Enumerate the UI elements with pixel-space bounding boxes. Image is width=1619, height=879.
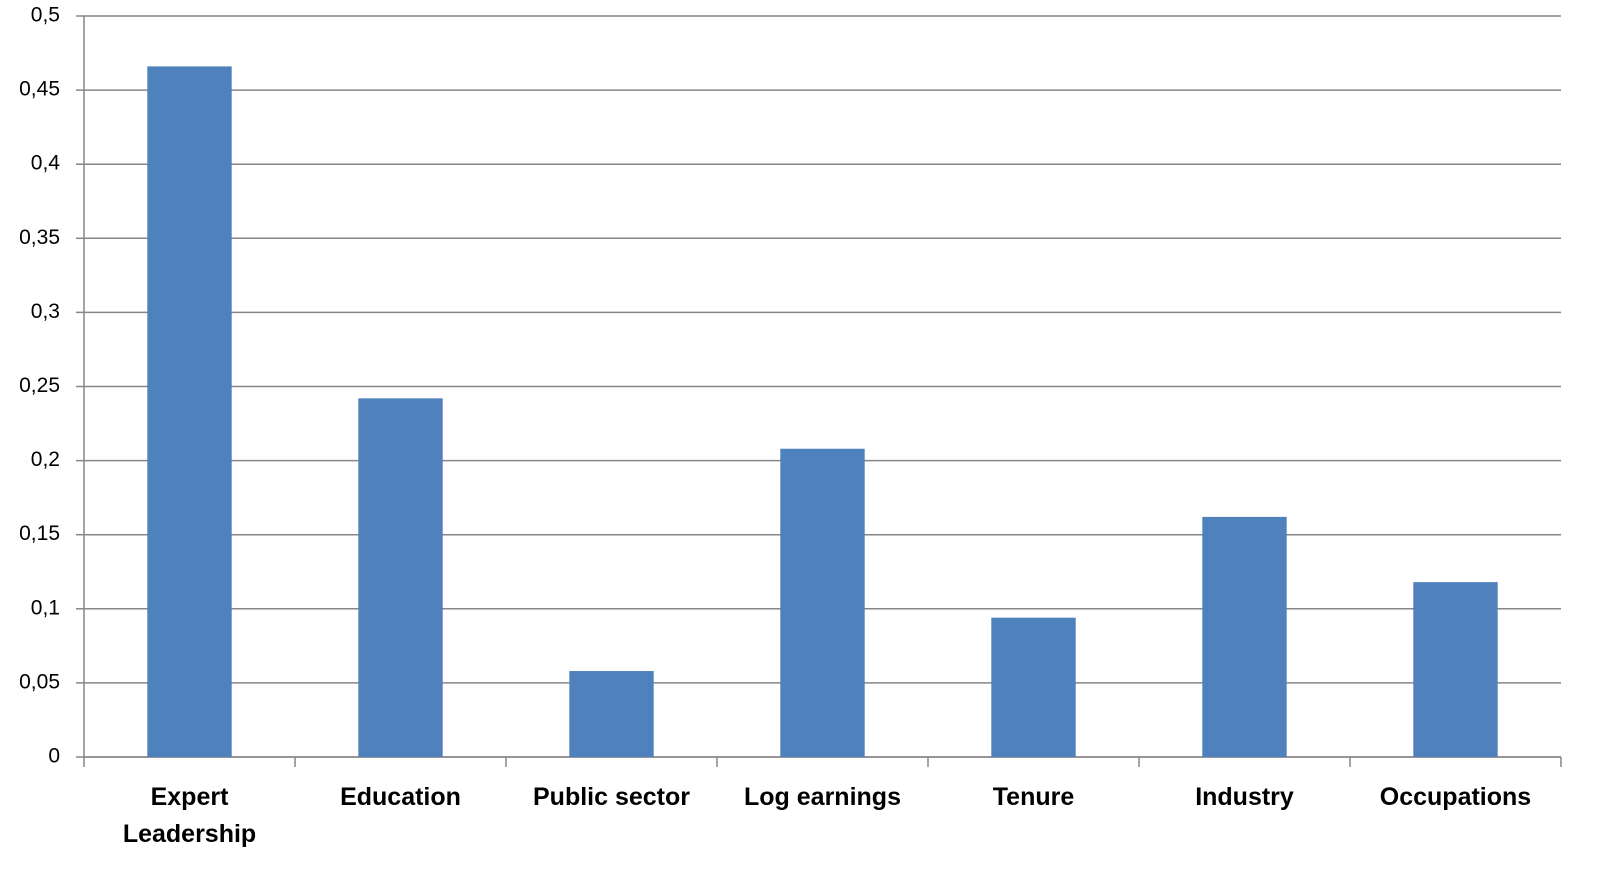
y-tick-label: 0,3	[31, 300, 60, 323]
y-tick-label: 0,05	[19, 670, 60, 693]
x-tick-label: Expert Leadership	[122, 783, 257, 848]
y-tick-label: 0,45	[19, 78, 60, 101]
bar	[147, 66, 232, 757]
bar	[991, 617, 1076, 757]
x-tick-label: Industry	[1195, 783, 1294, 811]
bar	[569, 671, 654, 757]
x-tick-label: Tenure	[992, 783, 1075, 811]
y-tick-label: 0,15	[19, 522, 60, 545]
bar	[780, 448, 865, 757]
bar	[1202, 516, 1287, 757]
y-tick-label: 0,2	[31, 448, 60, 471]
bar	[358, 398, 443, 757]
y-tick-label: 0,35	[19, 226, 60, 249]
y-tick-label: 0,5	[31, 4, 60, 27]
x-tick-label: Log earnings	[744, 783, 901, 811]
x-tick-label: Education	[340, 783, 461, 811]
x-tick-label: Public sector	[533, 783, 690, 811]
y-tick-label: 0,25	[19, 374, 60, 397]
y-tick-label: 0	[48, 745, 60, 768]
y-tick-label: 0,4	[31, 152, 61, 175]
y-tick-label: 0,1	[31, 596, 60, 619]
bar	[1413, 582, 1498, 757]
x-tick-label: Occupations	[1379, 783, 1532, 811]
